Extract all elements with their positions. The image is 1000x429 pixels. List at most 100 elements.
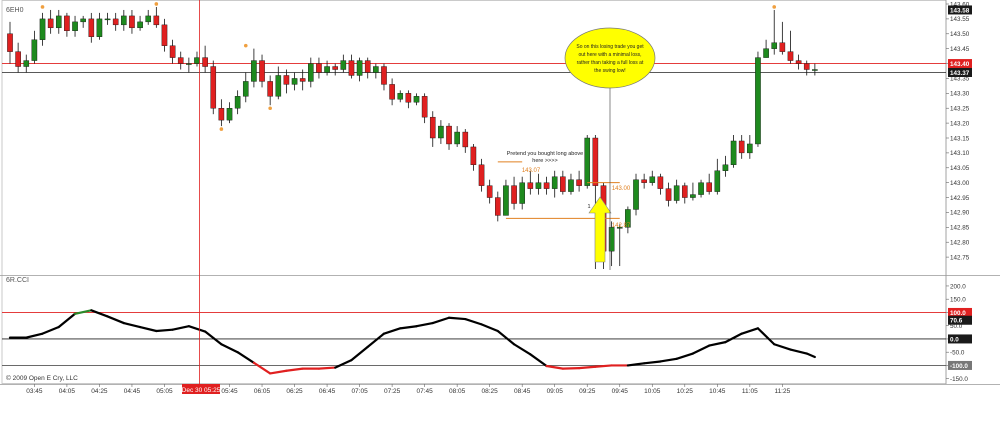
cci-line-segment: [740, 327, 760, 335]
candle-body: [88, 18, 95, 37]
candle-body: [429, 116, 436, 139]
symbol-label: 6EH0: [6, 7, 24, 14]
candle-body: [186, 63, 192, 65]
cci-value-box: [948, 334, 972, 344]
candle-body: [779, 42, 786, 52]
candle-body: [535, 182, 542, 189]
candle-body: [405, 93, 412, 103]
candle-body: [795, 60, 802, 64]
candle-body: [31, 39, 38, 61]
candle-body: [560, 176, 566, 192]
price-value-box: [948, 59, 972, 69]
plot-border: [1, 0, 947, 384]
candle-body: [267, 81, 273, 97]
time-tick-label: 08:05: [449, 388, 466, 395]
candle-body: [23, 60, 30, 67]
candle-body: [706, 182, 712, 192]
callout-line-1: So on this losing trade you get: [576, 44, 644, 50]
cci-line-segment: [545, 364, 564, 370]
candle-body: [421, 96, 428, 118]
entry-note-line-2: here >>>>: [532, 158, 557, 164]
cci-axis: 200.0150.0100.050.00.0-50.0-100.0-150.01…: [946, 283, 972, 383]
cci-line-segment: [382, 327, 402, 335]
candle-body: [495, 197, 501, 216]
time-tick-label: 07:45: [416, 388, 433, 395]
candle-body: [543, 182, 550, 189]
swing-markers: [40, 2, 777, 131]
candle-body: [641, 179, 647, 183]
candle-body: [373, 66, 379, 73]
cci-line-segment: [90, 309, 109, 318]
price-value-box: [948, 67, 972, 77]
time-tick-label: 09:25: [579, 388, 596, 395]
price-tick-label: 143.50: [950, 31, 970, 38]
bar-count-label: 1: [587, 204, 590, 210]
price-value-label: 143.58: [950, 7, 970, 14]
candle-body: [242, 81, 249, 97]
price-tick-label: 143.10: [950, 150, 970, 157]
candle-body: [356, 60, 363, 76]
candle-body: [129, 15, 135, 29]
cci-line-segment: [334, 359, 353, 369]
candle-body: [681, 185, 688, 198]
cci-line-segment: [155, 328, 174, 333]
candle-body: [803, 63, 810, 70]
candle-body: [592, 137, 599, 186]
time-tick-label: 08:45: [514, 388, 531, 395]
candle-body: [690, 194, 696, 198]
candle-body: [673, 185, 680, 201]
cci-line-segment: [529, 353, 548, 368]
mid-price-label: 143.00: [612, 186, 631, 192]
entry-note-line-1: Pretend you bought long above: [507, 151, 583, 157]
candle-body: [381, 66, 387, 85]
cci-line-segment: [171, 325, 190, 331]
candle-body: [771, 42, 778, 49]
cci-tick-label: 150.0: [950, 297, 966, 304]
candle-body: [616, 227, 623, 229]
time-tick-label: 03:45: [26, 388, 43, 395]
price-tick-label: 142.95: [950, 195, 970, 202]
candle-body: [194, 57, 200, 64]
price-tick-label: 143.60: [950, 1, 970, 8]
cci-line-segment: [285, 367, 304, 372]
cci-line-segment: [577, 365, 597, 370]
candle-body: [226, 108, 233, 121]
time-tick-label: 04:05: [59, 388, 76, 395]
cci-value-box: [948, 307, 972, 317]
candle-body: [177, 57, 184, 64]
candle-body: [161, 24, 168, 46]
candle-body: [665, 188, 672, 201]
price-horizontal-lines: [2, 63, 946, 73]
cci-value-box: [948, 360, 972, 370]
cci-value-label: -100.0: [950, 363, 968, 370]
cci-line-segment: [57, 312, 77, 329]
candle-body: [251, 60, 257, 82]
candle-body: [259, 60, 265, 82]
candle-body: [755, 57, 761, 145]
time-tick-label: 06:45: [319, 388, 336, 395]
cci-line-segment: [480, 323, 499, 333]
cci-line-segment: [187, 325, 207, 333]
cci-line-segment: [106, 315, 125, 325]
cci-tick-label: 200.0: [950, 283, 966, 290]
price-tick-label: 143.45: [950, 46, 970, 53]
cci-line-segment: [805, 352, 816, 359]
candle-body: [568, 179, 574, 192]
price-tick-label: 142.80: [950, 240, 970, 247]
cci-line-segment: [724, 332, 743, 344]
callout-line-2: out here with a minimal loss,: [578, 52, 641, 58]
time-tick-label: 11:05: [742, 388, 758, 395]
cci-line-segment: [447, 316, 467, 321]
time-tick-label: 06:05: [254, 388, 271, 395]
cci-line-segment: [496, 329, 516, 346]
candle-body: [763, 48, 769, 58]
candle-body: [649, 176, 656, 183]
candle-body: [55, 15, 62, 29]
candle-body: [283, 75, 290, 85]
cci-line-segment: [138, 325, 158, 333]
cci-tick-label: -150.0: [950, 376, 968, 383]
swing-high-marker: [772, 5, 777, 9]
time-tick-label: 05:05: [156, 388, 173, 395]
cci-line-segment: [415, 321, 434, 328]
